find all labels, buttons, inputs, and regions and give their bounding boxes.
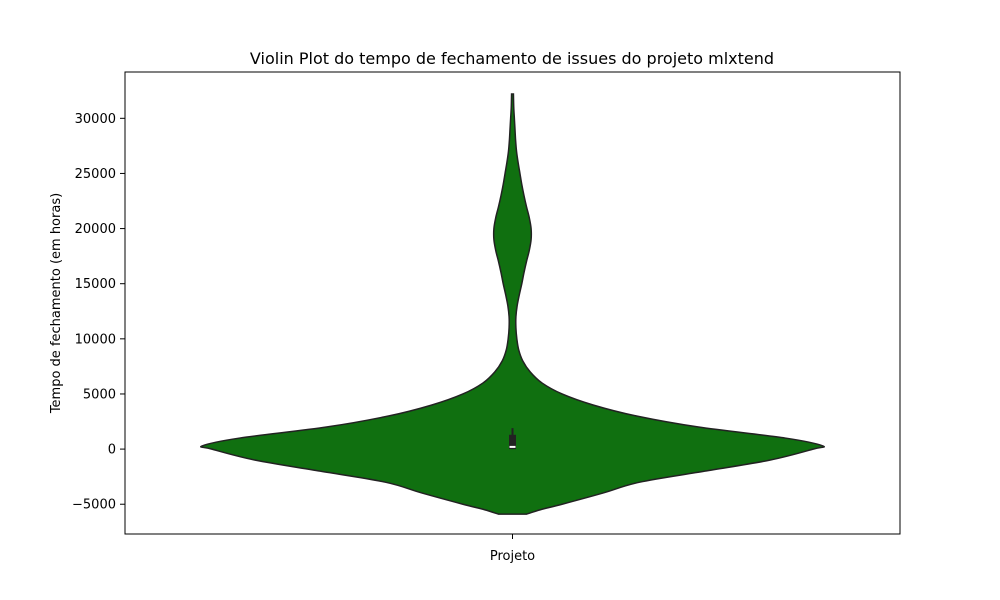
x-axis: Projeto <box>490 534 535 564</box>
y-tick-label: 25000 <box>75 167 116 182</box>
y-axis: −5000 0 5000 10000 15000 20000 25000 30000 <box>72 112 125 513</box>
y-tick-label: 15000 <box>75 277 116 292</box>
box-iqr <box>509 434 516 450</box>
chart-title: Violin Plot do tempo de fechamento de is… <box>250 49 774 68</box>
x-tick-label: Projeto <box>490 549 535 564</box>
violin-layer <box>200 93 825 515</box>
y-tick-label: 30000 <box>75 112 116 127</box>
y-tick-label: 20000 <box>75 222 116 237</box>
y-tick-label: 10000 <box>75 332 116 347</box>
violin-body <box>200 93 825 515</box>
y-tick-label: −5000 <box>72 498 116 513</box>
y-tick-label: 0 <box>108 443 116 458</box>
y-axis-label: Tempo de fechamento (em horas) <box>49 193 64 414</box>
y-tick-label: 5000 <box>83 387 116 402</box>
